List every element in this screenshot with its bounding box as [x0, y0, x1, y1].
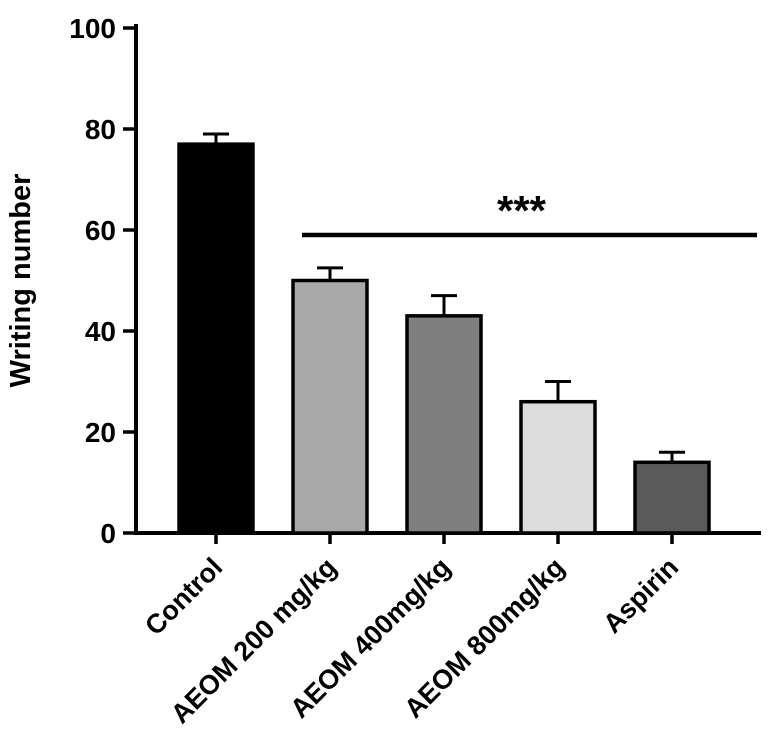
- x-category-label: Control: [139, 552, 228, 641]
- y-tick-label: 40: [85, 316, 116, 347]
- y-tick-label: 20: [85, 417, 116, 448]
- significance-stars: ***: [497, 187, 547, 234]
- bar: [177, 142, 255, 535]
- bar: [291, 278, 369, 535]
- y-axis-title: Writing number: [5, 174, 37, 388]
- y-tick-label: 80: [85, 114, 116, 145]
- y-tick-label: 0: [100, 518, 116, 549]
- y-tick-label: 100: [69, 13, 116, 44]
- y-tick-label: 60: [85, 215, 116, 246]
- bar: [405, 314, 483, 535]
- x-category-label: Aspirin: [597, 552, 684, 639]
- bar: [633, 460, 711, 535]
- bar: [519, 399, 597, 535]
